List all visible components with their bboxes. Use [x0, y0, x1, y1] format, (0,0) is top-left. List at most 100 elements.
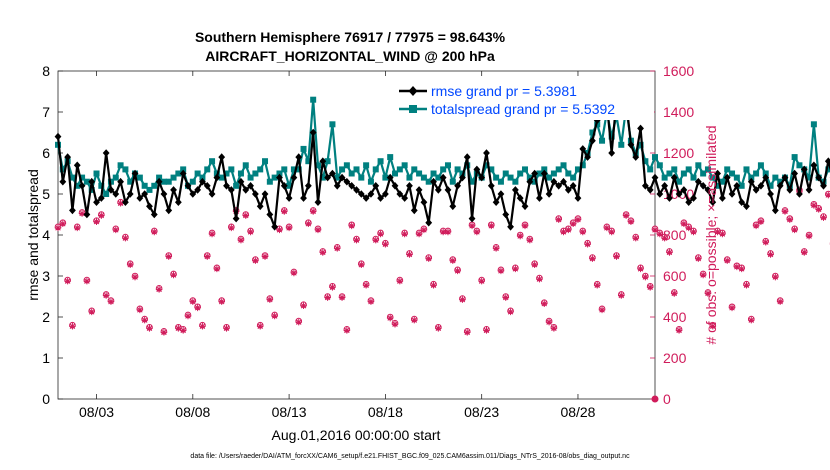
obs-assimilated-point — [382, 240, 389, 248]
totalspread-point — [127, 178, 134, 185]
obs-assimilated-point — [122, 234, 129, 242]
obs-assimilated-point — [502, 294, 510, 301]
rmse-point — [507, 223, 514, 231]
rmse-point — [511, 186, 519, 194]
totalspread-point — [599, 137, 606, 144]
rmse-point — [314, 198, 322, 206]
obs-assimilated-point — [78, 210, 86, 217]
rmse-point — [719, 194, 726, 202]
obs-assimilated-point — [377, 230, 384, 238]
totalspread-point — [372, 166, 379, 173]
rmse-point — [709, 198, 717, 206]
rmse-point — [805, 186, 813, 194]
totalspread-point — [223, 170, 230, 177]
rmse-point — [213, 173, 221, 182]
rmse-point — [396, 190, 404, 198]
obs-assimilated-point — [252, 257, 259, 264]
totalspread-point — [189, 178, 196, 185]
rmse-point — [170, 186, 177, 194]
obs-assimilated-point — [247, 228, 254, 236]
obs-assimilated-point — [98, 212, 105, 219]
y-left-tick-label: 7 — [42, 104, 50, 120]
obs-assimilated-point — [372, 236, 380, 244]
rmse-point — [786, 186, 794, 194]
totalspread-point — [363, 162, 370, 169]
left-y-axis: 0 1 2 3 4 5 6 7 8 — [42, 63, 63, 407]
rmse-point — [410, 206, 418, 215]
rmse-point — [820, 182, 827, 190]
totalspread-point — [93, 170, 100, 177]
legend-spread-marker — [409, 105, 417, 113]
totalspread-point — [729, 170, 736, 177]
rmse-point — [430, 177, 437, 186]
obs-assimilated-point — [454, 267, 461, 275]
obs-assimilated-point — [704, 290, 712, 297]
rmse-point — [632, 153, 640, 161]
rmse-point — [468, 214, 476, 223]
obs-assimilated-point — [776, 298, 784, 305]
totalspread-point — [136, 174, 143, 181]
obs-assimilated-point — [136, 306, 144, 314]
rmse-point — [675, 190, 683, 198]
rmse-point — [666, 194, 673, 202]
obs-assimilated-point — [319, 249, 327, 256]
totalspread-point — [290, 166, 297, 173]
totalspread-point — [79, 174, 86, 181]
totalspread-point — [454, 166, 461, 173]
totalspread-point — [772, 174, 779, 181]
rmse-point — [444, 186, 452, 194]
totalspread-point — [339, 166, 346, 173]
obs-assimilated-point — [362, 281, 370, 289]
legend: rmse grand pr = 5.3981 totalspread grand… — [396, 80, 654, 120]
right-y-axis-label: # of obs: o=possible; ×=assimilated — [703, 125, 719, 344]
rmse-point — [540, 169, 548, 178]
obs-assimilated-point — [492, 245, 500, 252]
rmse-point — [824, 157, 830, 165]
obs-assimilated-point — [463, 329, 471, 336]
obs-assimilated-point — [497, 267, 505, 275]
rmse-point — [579, 145, 587, 153]
obs-assimilated-point — [781, 208, 789, 215]
obs-assimilated-point — [579, 228, 587, 236]
obs-assimilated-point — [550, 324, 558, 332]
obs-assimilated-point — [569, 220, 577, 228]
rmse-point — [357, 190, 365, 198]
totalspread-point — [83, 178, 90, 185]
x-tick-label: 08/18 — [368, 404, 403, 420]
totalspread-point — [218, 174, 225, 181]
totalspread-point — [743, 166, 750, 173]
rmse-point — [536, 194, 543, 202]
totalspread-point — [796, 162, 803, 169]
rmse-point — [237, 177, 245, 186]
rmse-point — [420, 198, 428, 206]
obs-assimilated-point — [617, 292, 625, 299]
totalspread-point — [199, 174, 206, 181]
rmse-point — [796, 190, 803, 198]
totalspread-point — [425, 178, 432, 185]
totalspread-point — [666, 170, 673, 177]
totalspread-point — [806, 174, 813, 181]
totalspread-point — [160, 178, 167, 185]
rmse-point — [69, 206, 76, 215]
totalspread-point — [122, 166, 129, 173]
obs-zero-point — [651, 395, 659, 403]
obs-assimilated-point — [820, 214, 827, 221]
totalspread-point — [237, 170, 244, 177]
obs-assimilated-point — [723, 257, 731, 264]
legend-rmse-marker — [408, 86, 418, 96]
rmse-point — [608, 149, 616, 157]
totalspread-point — [175, 170, 182, 177]
obs-assimilated-point — [565, 226, 572, 234]
rmse-point — [771, 206, 779, 215]
totalspread-point — [522, 166, 529, 173]
obs-assimilated-point — [358, 261, 365, 269]
totalspread-point — [209, 158, 216, 165]
rmse-point — [329, 169, 336, 178]
totalspread-point — [608, 133, 615, 140]
rmse-point — [747, 177, 755, 186]
totalspread-point — [440, 166, 447, 173]
rmse-point — [487, 182, 495, 190]
y-left-tick-label: 8 — [42, 63, 50, 79]
rmse-point — [199, 177, 206, 186]
rmse-point — [656, 190, 664, 198]
